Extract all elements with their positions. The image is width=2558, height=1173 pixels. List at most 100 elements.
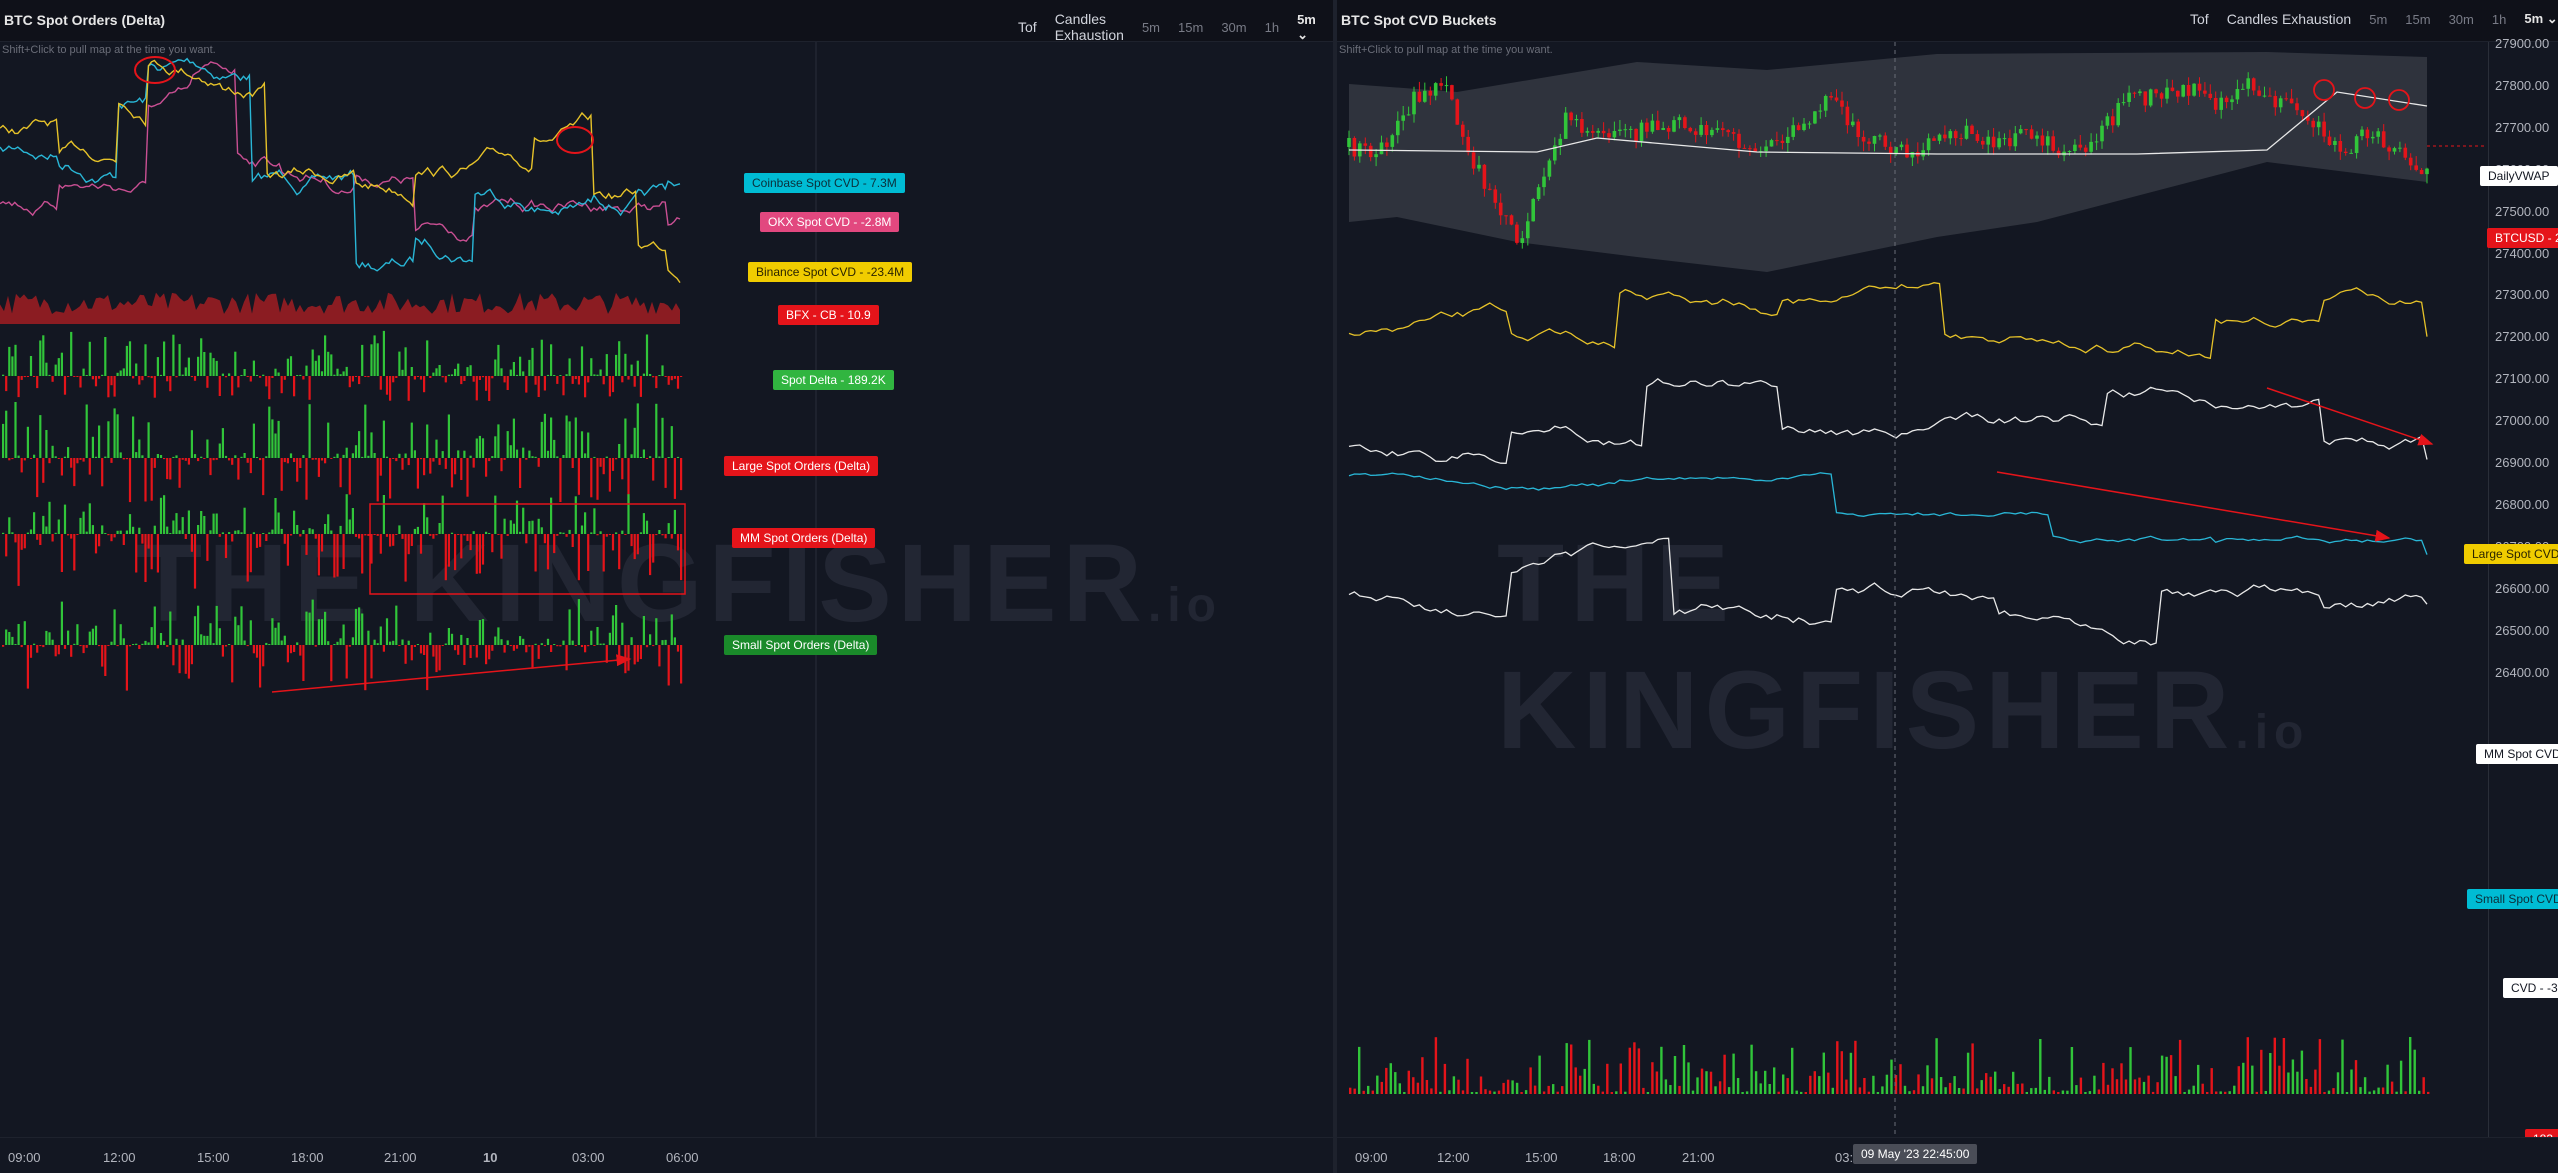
delta-bar <box>441 495 444 534</box>
delta-bar <box>358 431 361 458</box>
delta-bar <box>608 534 611 535</box>
volume-bar <box>2133 1079 2137 1094</box>
delta-bar <box>45 526 48 534</box>
right-timeframe-dropdown[interactable]: 5m ⌄ <box>2524 11 2557 27</box>
candle-body <box>2002 138 2007 140</box>
panel-divider[interactable] <box>1333 0 1337 1173</box>
binance-spot-cvd-line <box>0 59 681 284</box>
volume-bar <box>1547 1085 1550 1094</box>
delta-bar <box>206 534 209 561</box>
delta-bar <box>590 532 593 534</box>
volume-bar <box>2174 1076 2177 1094</box>
right-tf-15m[interactable]: 15m <box>2405 11 2431 27</box>
left-time-axis[interactable]: 09:00 12:00 15:00 18:00 21:00 10 03:00 06:00 <box>0 1137 1334 1173</box>
right-tf-30m[interactable]: 30m <box>2448 11 2474 27</box>
delta-bar <box>503 645 506 653</box>
delta-bar <box>206 439 209 458</box>
delta-bar <box>125 645 128 691</box>
volume-bar <box>1493 1091 1496 1094</box>
large-spot-cvd-line <box>1348 282 2428 360</box>
candle-body <box>1363 143 1368 146</box>
left-tf-15m[interactable]: 15m <box>1178 19 1204 35</box>
delta-bar <box>450 633 454 645</box>
left-tf-5m[interactable]: 5m <box>1141 19 1161 35</box>
volume-bar <box>2309 1086 2313 1094</box>
small-spot-orders-histogram <box>2 599 683 691</box>
delta-bar <box>125 345 128 376</box>
delta-bar <box>39 645 42 647</box>
delta-bar <box>60 601 63 645</box>
delta-bar <box>88 458 91 475</box>
delta-bar <box>302 376 305 380</box>
series-label-2: Large Spot CVD <box>2464 544 2558 564</box>
left-tf-1h[interactable]: 1h <box>1264 19 1280 35</box>
delta-bar <box>525 458 528 460</box>
delta-bar <box>125 530 128 534</box>
volume-bar <box>2106 1084 2110 1094</box>
delta-bar <box>128 645 132 647</box>
delta-bar <box>584 376 587 398</box>
delta-bar <box>615 532 618 534</box>
left-candles-exhaustion-button[interactable]: Candles Exhaustion <box>1054 11 1124 43</box>
candle-body <box>2024 129 2028 131</box>
candle-body <box>1466 136 1470 153</box>
delta-bar <box>259 534 262 547</box>
delta-bar <box>385 534 389 537</box>
candle-body <box>1547 160 1552 177</box>
crosshair-time-label: 09 May '23 22:45:00 <box>1853 1144 1978 1164</box>
delta-bar <box>444 458 447 469</box>
delta-bar <box>537 518 540 534</box>
delta-bar <box>584 512 587 534</box>
delta-bar <box>506 376 509 390</box>
candle-body <box>1970 125 1974 134</box>
candle-body <box>1574 119 1579 121</box>
delta-bar <box>138 439 141 458</box>
delta-bar <box>466 367 469 376</box>
left-tf-30m[interactable]: 30m <box>1221 19 1247 35</box>
delta-bar <box>571 640 574 645</box>
delta-bar <box>88 341 91 376</box>
volume-bar <box>2404 1091 2407 1094</box>
right-tf-5m[interactable]: 5m <box>2369 11 2388 27</box>
delta-bar <box>200 511 203 534</box>
left-plot-area[interactable] <box>0 42 1334 1137</box>
delta-bar <box>584 645 587 653</box>
delta-bar <box>447 628 450 645</box>
price-tick: 27400.00 <box>2495 245 2550 261</box>
volume-bar <box>1908 1091 1911 1094</box>
delta-bar <box>497 534 500 535</box>
volume-bar <box>1709 1071 1713 1094</box>
delta-bar <box>70 534 73 539</box>
delta-bar <box>277 622 280 645</box>
volume-bar <box>2255 1091 2258 1094</box>
left-timeframe-dropdown[interactable]: 5m ⌄ <box>1297 12 1316 43</box>
delta-bar <box>88 503 91 534</box>
delta-bar <box>262 374 265 376</box>
left-chart-panel[interactable]: BTC Spot Orders (Delta) Tof Candles Exha… <box>0 0 1414 1173</box>
right-candles-exhaustion-button[interactable]: Candles Exhaustion <box>2226 11 2352 27</box>
delta-bar <box>509 369 512 376</box>
volume-bar <box>1538 1055 1541 1094</box>
delta-bar <box>655 376 658 389</box>
right-price-axis[interactable]: 27900.0027800.0027700.0027600.0027500.00… <box>2488 36 2558 1137</box>
delta-bar <box>113 376 116 397</box>
candle-body <box>1504 215 1508 217</box>
right-plot-area[interactable] <box>1337 42 2487 1137</box>
right-tf-1h[interactable]: 1h <box>2491 11 2507 27</box>
left-tof-button[interactable]: Tof <box>1018 19 1037 35</box>
right-tof-button[interactable]: Tof <box>2190 11 2209 27</box>
delta-bar <box>135 452 138 458</box>
volume-bar <box>1556 1091 1559 1094</box>
delta-bar <box>14 402 17 458</box>
delta-bar <box>416 376 419 377</box>
price-tick: 26600.00 <box>2495 580 2550 596</box>
delta-bar <box>348 458 351 495</box>
delta-bar <box>26 376 29 377</box>
right-chart-panel[interactable]: BTC Spot CVD Buckets Tof Candles Exhaust… <box>1337 0 2558 1173</box>
volume-bar <box>1971 1043 1974 1094</box>
delta-bar <box>305 611 308 645</box>
delta-bar <box>525 534 528 544</box>
delta-bar <box>574 645 577 646</box>
delta-bar <box>680 458 683 491</box>
